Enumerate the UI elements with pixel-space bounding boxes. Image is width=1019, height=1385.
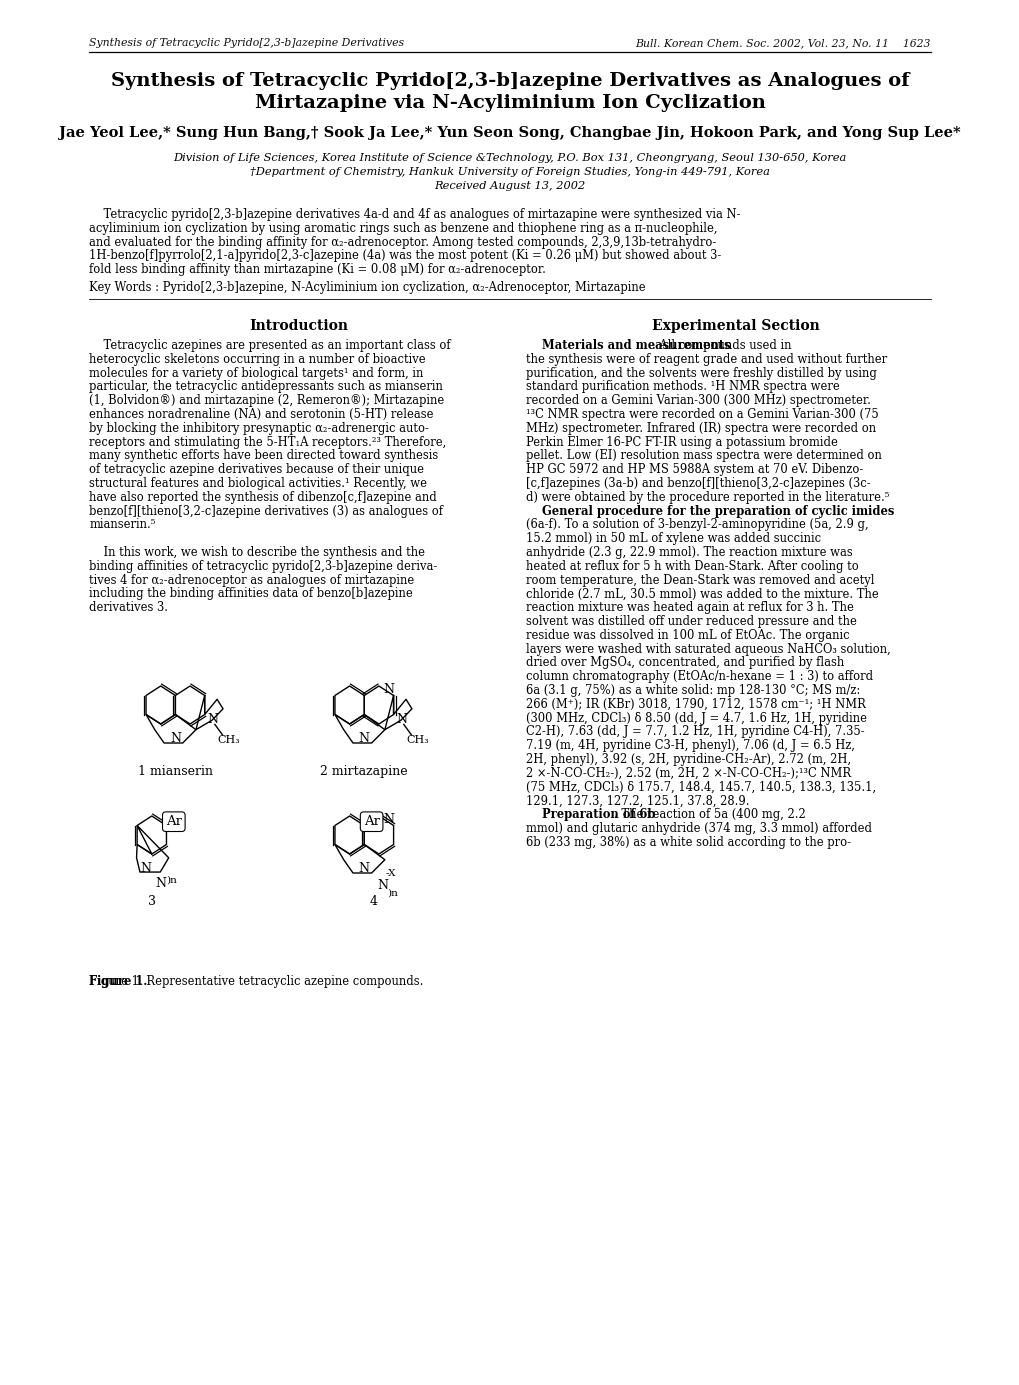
Text: Synthesis of Tetracyclic Pyrido[2,3-b]azepine Derivatives as Analogues of: Synthesis of Tetracyclic Pyrido[2,3-b]az…: [111, 72, 908, 90]
Text: [c,f]azepines (3a-b) and benzo[f][thieno[3,2-c]azepines (3c-: [c,f]azepines (3a-b) and benzo[f][thieno…: [526, 476, 870, 490]
Text: Synthesis of Tetracyclic Pyrido[2,3-b]azepine Derivatives: Synthesis of Tetracyclic Pyrido[2,3-b]az…: [90, 37, 405, 48]
Text: including the binding affinities data of benzo[b]azepine: including the binding affinities data of…: [90, 587, 413, 601]
Text: Materials and measurements: Materials and measurements: [526, 339, 730, 352]
Text: Figure 1. Representative tetracyclic azepine compounds.: Figure 1. Representative tetracyclic aze…: [90, 975, 423, 988]
Text: anhydride (2.3 g, 22.9 mmol). The reaction mixture was: anhydride (2.3 g, 22.9 mmol). The reacti…: [526, 546, 852, 560]
Text: 266 (M⁺); IR (KBr) 3018, 1790, 1712, 1578 cm⁻¹; ¹H NMR: 266 (M⁺); IR (KBr) 3018, 1790, 1712, 157…: [526, 698, 865, 711]
Text: enhances noradrenaline (NA) and serotonin (5-HT) release: enhances noradrenaline (NA) and serotoni…: [90, 409, 433, 421]
Text: N: N: [170, 731, 180, 745]
Text: N: N: [156, 877, 166, 891]
Text: Introduction: Introduction: [249, 319, 347, 332]
Text: Figure 1.: Figure 1.: [90, 975, 148, 988]
Text: -X: -X: [385, 868, 395, 878]
Text: CH₃: CH₃: [407, 735, 429, 745]
Text: many synthetic efforts have been directed toward synthesis: many synthetic efforts have been directe…: [90, 449, 438, 463]
Text: fold less binding affinity than mirtazapine (Ki = 0.08 μM) for α₂-adrenoceptor.: fold less binding affinity than mirtazap…: [90, 263, 546, 276]
Text: 6a (3.1 g, 75%) as a white solid: mp 128-130 °C; MS m/z:: 6a (3.1 g, 75%) as a white solid: mp 128…: [526, 684, 859, 697]
Text: Bull. Korean Chem. Soc. 2002, Vol. 23, No. 11    1623: Bull. Korean Chem. Soc. 2002, Vol. 23, N…: [635, 37, 929, 48]
Text: molecules for a variety of biological targets¹ and form, in: molecules for a variety of biological ta…: [90, 367, 423, 379]
Text: Jae Yeol Lee,* Sung Hun Bang,† Sook Ja Lee,* Yun Seon Song, Changbae Jin, Hokoon: Jae Yeol Lee,* Sung Hun Bang,† Sook Ja L…: [59, 126, 960, 140]
Text: Received August 13, 2002: Received August 13, 2002: [434, 181, 585, 191]
Text: layers were washed with saturated aqueous NaHCO₃ solution,: layers were washed with saturated aqueou…: [526, 643, 890, 655]
Text: N: N: [377, 879, 388, 892]
Text: )n: )n: [387, 889, 397, 897]
Text: (75 MHz, CDCl₃) δ 175.7, 148.4, 145.7, 140.5, 138.3, 135.1,: (75 MHz, CDCl₃) δ 175.7, 148.4, 145.7, 1…: [526, 781, 875, 794]
Text: pellet. Low (EI) resolution mass spectra were determined on: pellet. Low (EI) resolution mass spectra…: [526, 449, 881, 463]
Text: have also reported the synthesis of dibenzo[c,f]azepine and: have also reported the synthesis of dibe…: [90, 490, 437, 504]
Text: N: N: [383, 813, 393, 825]
Text: N: N: [140, 861, 151, 875]
Text: Key Words : Pyrido[2,3-b]azepine, N-Acyliminium ion cyclization, α₂-Adrenoceptor: Key Words : Pyrido[2,3-b]azepine, N-Acyl…: [90, 281, 645, 294]
Text: dried over MgSO₄, concentrated, and purified by flash: dried over MgSO₄, concentrated, and puri…: [526, 656, 844, 669]
Text: of tetracyclic azepine derivatives because of their unique: of tetracyclic azepine derivatives becau…: [90, 463, 424, 476]
Text: †Department of Chemistry, Hankuk University of Foreign Studies, Yong-in 449-791,: †Department of Chemistry, Hankuk Univers…: [250, 168, 769, 177]
Text: 3: 3: [148, 895, 156, 909]
Text: )n: )n: [166, 875, 177, 884]
Text: HP GC 5972 and HP MS 5988A system at 70 eV. Dibenzo-: HP GC 5972 and HP MS 5988A system at 70 …: [526, 463, 862, 476]
Text: recorded on a Gemini Varian-300 (300 MHz) spectrometer.: recorded on a Gemini Varian-300 (300 MHz…: [526, 395, 870, 407]
Text: Ar: Ar: [166, 816, 181, 828]
Text: 2 mirtazapine: 2 mirtazapine: [320, 765, 408, 778]
Text: 129.1, 127.3, 127.2, 125.1, 37.8, 28.9.: 129.1, 127.3, 127.2, 125.1, 37.8, 28.9.: [526, 795, 749, 807]
Text: In this work, we wish to describe the synthesis and the: In this work, we wish to describe the sy…: [90, 546, 425, 560]
Text: room temperature, the Dean-Stark was removed and acetyl: room temperature, the Dean-Stark was rem…: [526, 573, 873, 587]
Text: Tetracyclic pyrido[2,3-b]azepine derivatives 4a-d and 4f as analogues of mirtaza: Tetracyclic pyrido[2,3-b]azepine derivat…: [90, 208, 740, 222]
Text: Preparation of 6b: Preparation of 6b: [526, 809, 655, 821]
Text: . The reaction of 5a (400 mg, 2.2: . The reaction of 5a (400 mg, 2.2: [613, 809, 805, 821]
Text: N: N: [207, 713, 218, 726]
Text: structural features and biological activities.¹ Recently, we: structural features and biological activ…: [90, 476, 427, 490]
Text: by blocking the inhibitory presynaptic α₂-adrenergic auto-: by blocking the inhibitory presynaptic α…: [90, 422, 429, 435]
Text: solvent was distilled off under reduced pressure and the: solvent was distilled off under reduced …: [526, 615, 856, 627]
Text: Ar: Ar: [363, 816, 379, 828]
Text: Tetracyclic azepines are presented as an important class of: Tetracyclic azepines are presented as an…: [90, 339, 450, 352]
Text: General procedure for the preparation of cyclic imides: General procedure for the preparation of…: [526, 504, 894, 518]
Text: purification, and the solvents were freshly distilled by using: purification, and the solvents were fres…: [526, 367, 876, 379]
Text: . All compounds used in: . All compounds used in: [651, 339, 791, 352]
Text: tives 4 for α₂-adrenoceptor as analogues of mirtazapine: tives 4 for α₂-adrenoceptor as analogues…: [90, 573, 415, 587]
Text: 7.19 (m, 4H, pyridine C3-H, phenyl), 7.06 (d, J = 6.5 Hz,: 7.19 (m, 4H, pyridine C3-H, phenyl), 7.0…: [526, 740, 854, 752]
Text: 4: 4: [369, 895, 377, 909]
Text: Perkin Elmer 16-PC FT-IR using a potassium bromide: Perkin Elmer 16-PC FT-IR using a potassi…: [526, 436, 837, 449]
Text: acyliminium ion cyclization by using aromatic rings such as benzene and thiophen: acyliminium ion cyclization by using aro…: [90, 222, 717, 235]
Text: standard purification methods. ¹H NMR spectra were: standard purification methods. ¹H NMR sp…: [526, 381, 839, 393]
Text: Division of Life Sciences, Korea Institute of Science &Technology, P.O. Box 131,: Division of Life Sciences, Korea Institu…: [173, 152, 846, 163]
Text: the synthesis were of reagent grade and used without further: the synthesis were of reagent grade and …: [526, 353, 887, 366]
Text: heterocyclic skeletons occurring in a number of bioactive: heterocyclic skeletons occurring in a nu…: [90, 353, 426, 366]
Text: particular, the tetracyclic antidepressants such as mianserin: particular, the tetracyclic antidepressa…: [90, 381, 443, 393]
Text: N: N: [396, 713, 407, 726]
Text: chloride (2.7 mL, 30.5 mmol) was added to the mixture. The: chloride (2.7 mL, 30.5 mmol) was added t…: [526, 587, 878, 601]
Text: (300 MHz, CDCl₃) δ 8.50 (dd, J = 4.7, 1.6 Hz, 1H, pyridine: (300 MHz, CDCl₃) δ 8.50 (dd, J = 4.7, 1.…: [526, 712, 866, 724]
Text: MHz) spectrometer. Infrared (IR) spectra were recorded on: MHz) spectrometer. Infrared (IR) spectra…: [526, 422, 875, 435]
Text: mmol) and glutaric anhydride (374 mg, 3.3 mmol) afforded: mmol) and glutaric anhydride (374 mg, 3.…: [526, 823, 871, 835]
Text: Experimental Section: Experimental Section: [651, 319, 818, 332]
Text: (6a-f). To a solution of 3-benzyl-2-aminopyridine (5a, 2.9 g,: (6a-f). To a solution of 3-benzyl-2-amin…: [526, 518, 868, 532]
Text: derivatives 3.: derivatives 3.: [90, 601, 168, 614]
Text: N: N: [359, 731, 370, 745]
Text: column chromatography (EtOAc/n-hexane = 1 : 3) to afford: column chromatography (EtOAc/n-hexane = …: [526, 670, 872, 683]
Text: C2-H), 7.63 (dd, J = 7.7, 1.2 Hz, 1H, pyridine C4-H), 7.35-: C2-H), 7.63 (dd, J = 7.7, 1.2 Hz, 1H, py…: [526, 726, 864, 738]
Text: mianserin.⁵: mianserin.⁵: [90, 518, 156, 532]
Text: d) were obtained by the procedure reported in the literature.⁵: d) were obtained by the procedure report…: [526, 490, 889, 504]
Text: residue was dissolved in 100 mL of EtOAc. The organic: residue was dissolved in 100 mL of EtOAc…: [526, 629, 849, 641]
Text: 2 ×-N-CO-CH₂-), 2.52 (m, 2H, 2 ×-N-CO-CH₂-);¹³C NMR: 2 ×-N-CO-CH₂-), 2.52 (m, 2H, 2 ×-N-CO-CH…: [526, 767, 850, 780]
Text: receptors and stimulating the 5-HT₁A receptors.²³ Therefore,: receptors and stimulating the 5-HT₁A rec…: [90, 436, 446, 449]
Text: 15.2 mmol) in 50 mL of xylene was added succinic: 15.2 mmol) in 50 mL of xylene was added …: [526, 532, 820, 546]
Text: N: N: [383, 683, 393, 695]
Text: N: N: [359, 861, 370, 875]
Text: ¹³C NMR spectra were recorded on a Gemini Varian-300 (75: ¹³C NMR spectra were recorded on a Gemin…: [526, 409, 878, 421]
Text: 1 mianserin: 1 mianserin: [138, 765, 213, 778]
Text: benzo[f][thieno[3,2-c]azepine derivatives (3) as analogues of: benzo[f][thieno[3,2-c]azepine derivative…: [90, 504, 443, 518]
Text: CH₃: CH₃: [217, 735, 240, 745]
Text: binding affinities of tetracyclic pyrido[2,3-b]azepine deriva-: binding affinities of tetracyclic pyrido…: [90, 560, 437, 573]
Text: 1H-benzo[f]pyrrolo[2,1-a]pyrido[2,3-c]azepine (4a) was the most potent (Ki = 0.2: 1H-benzo[f]pyrrolo[2,1-a]pyrido[2,3-c]az…: [90, 249, 721, 262]
Text: heated at reflux for 5 h with Dean-Stark. After cooling to: heated at reflux for 5 h with Dean-Stark…: [526, 560, 858, 573]
Text: Mirtazapine via N-Acyliminium Ion Cyclization: Mirtazapine via N-Acyliminium Ion Cycliz…: [255, 94, 764, 112]
Text: reaction mixture was heated again at reflux for 3 h. The: reaction mixture was heated again at ref…: [526, 601, 853, 614]
Text: (1, Bolvidon®) and mirtazapine (2, Remeron®); Mirtazapine: (1, Bolvidon®) and mirtazapine (2, Remer…: [90, 395, 444, 407]
Text: 6b (233 mg, 38%) as a white solid according to the pro-: 6b (233 mg, 38%) as a white solid accord…: [526, 835, 850, 849]
Text: and evaluated for the binding affinity for α₂-adrenoceptor. Among tested compoun: and evaluated for the binding affinity f…: [90, 235, 716, 248]
Text: 2H, phenyl), 3.92 (s, 2H, pyridine-CH₂-Ar), 2.72 (m, 2H,: 2H, phenyl), 3.92 (s, 2H, pyridine-CH₂-A…: [526, 753, 850, 766]
